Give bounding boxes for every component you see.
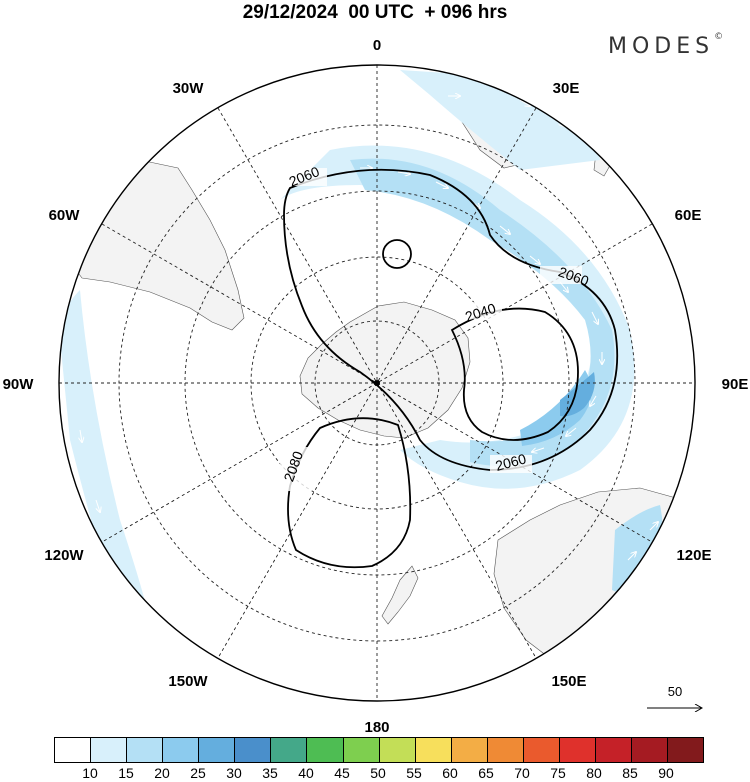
- lon-label-180: 180: [364, 719, 389, 736]
- colorbar: [54, 737, 704, 763]
- map-disk: [59, 65, 695, 701]
- colorbar-tick-label: 25: [190, 765, 206, 781]
- colorbar-tick-label: 35: [262, 765, 278, 781]
- wind-arrow: [499, 225, 510, 234]
- wind-arrow: [519, 99, 530, 106]
- jet-band-10: [280, 145, 635, 489]
- colorbar-swatch: [163, 738, 200, 762]
- colorbar-swatch: [632, 738, 669, 762]
- copyright-mark: ©: [714, 32, 724, 42]
- lon-label-90e: 90E: [722, 376, 749, 393]
- lon-label-120w: 120W: [44, 547, 84, 564]
- colorbar-swatch: [343, 738, 380, 762]
- jet-core-20: [520, 370, 592, 446]
- reference-vector-value: 50: [667, 684, 683, 699]
- colorbar-tick-label: 50: [370, 765, 386, 781]
- wind-arrow: [532, 447, 545, 452]
- wind-arrow: [560, 363, 562, 376]
- colorbar-swatch: [55, 738, 92, 762]
- meridian-60e-120w: [101, 223, 653, 543]
- new-zealand-land: [381, 565, 419, 625]
- meridian-30e-150w: [217, 107, 537, 659]
- colorbar-tick-label: 70: [514, 765, 530, 781]
- wind-arrow: [397, 172, 410, 174]
- wind-arrow: [529, 255, 540, 264]
- wind-arrow: [482, 394, 491, 405]
- wind-arrow: [627, 552, 636, 561]
- wind-arrow: [435, 181, 448, 188]
- jet-core-25: [560, 372, 595, 417]
- western-band-10: [59, 290, 150, 620]
- colorbar-swatch: [91, 738, 128, 762]
- lon-label-30w: 30W: [173, 80, 205, 97]
- south-pole-marker: [374, 380, 380, 386]
- map-boundary: [58, 64, 696, 702]
- lon-label-150e: 150E: [551, 673, 586, 690]
- wind-arrow: [551, 317, 560, 328]
- colorbar-tick-label: 65: [478, 765, 494, 781]
- wind-arrow: [591, 311, 598, 324]
- longitude-labels: 0 30E 60W 60E 90E 120E 150E 180 150W 120…: [3, 37, 749, 736]
- colorbar-swatch: [271, 738, 308, 762]
- lon-label-30e: 30E: [553, 80, 580, 97]
- colorbar-tick-label: 10: [82, 765, 98, 781]
- colorbar-swatch: [199, 738, 236, 762]
- brand-logo: MODES©: [608, 32, 724, 59]
- colorbar-swatch: [127, 738, 164, 762]
- colorbar-tick-label: 40: [298, 765, 314, 781]
- colorbar-swatch: [415, 738, 452, 762]
- wind-arrow: [566, 427, 577, 436]
- colorbar-tick-label: 75: [550, 765, 566, 781]
- colorbar-swatch: [523, 738, 560, 762]
- colorbar-swatch: [595, 738, 632, 762]
- wind-arrow: [411, 213, 424, 220]
- meridian-60w-120e: [101, 223, 653, 543]
- jet-band-15: [350, 158, 615, 467]
- colorbar-swatch: [379, 738, 416, 762]
- colorbar-swatch: [487, 738, 524, 762]
- contour-label-2060-c: 2060: [494, 450, 528, 474]
- map-title: 29/12/2024 00 UTC + 096 hrs: [242, 2, 508, 23]
- lon-label-90w: 90W: [3, 376, 35, 393]
- contour-2060-outer: [283, 168, 619, 471]
- colorbar-tick-label: 80: [586, 765, 602, 781]
- wind-arrow: [649, 522, 658, 531]
- colorbar-tick-label: 20: [154, 765, 170, 781]
- wind-arrow: [590, 395, 597, 406]
- colorbar-tick-label: 45: [334, 765, 350, 781]
- contour-small-high: [382, 239, 412, 269]
- colorbar-tick-label: 90: [658, 765, 674, 781]
- colorbar-tick-label: 85: [622, 765, 638, 781]
- lon-label-0: 0: [373, 37, 381, 54]
- colorbar-swatch: [559, 738, 596, 762]
- colorbar-swatch: [668, 738, 704, 762]
- colorbar-tick-label: 15: [118, 765, 134, 781]
- wind-arrow: [80, 429, 82, 442]
- colorbar-swatch: [451, 738, 488, 762]
- reference-vector: 50: [645, 684, 705, 714]
- colorbar-tick-label: 30: [226, 765, 242, 781]
- colorbar-tick-label: 60: [442, 765, 458, 781]
- wind-arrow: [95, 499, 100, 512]
- colorbar-ticks: 10 15 20 25 30 35 40 45 50 55 60 65 70 75 80 85 90: [54, 765, 702, 781]
- colorbar-swatch: [235, 738, 272, 762]
- brand-name: MODES: [608, 34, 715, 59]
- lon-label-60e-visible: 60E: [675, 207, 702, 224]
- lon-label-120e: 120E: [676, 547, 711, 564]
- contour-2040-inner: [450, 307, 579, 441]
- lon-label-150w: 150W: [168, 673, 208, 690]
- lon-label-60w: 60W: [49, 207, 81, 224]
- colorbar-tick-label: 55: [406, 765, 422, 781]
- colorbar-swatch: [307, 738, 344, 762]
- reference-arrow-icon: [647, 704, 703, 712]
- meridian-30w-150e: [217, 107, 537, 659]
